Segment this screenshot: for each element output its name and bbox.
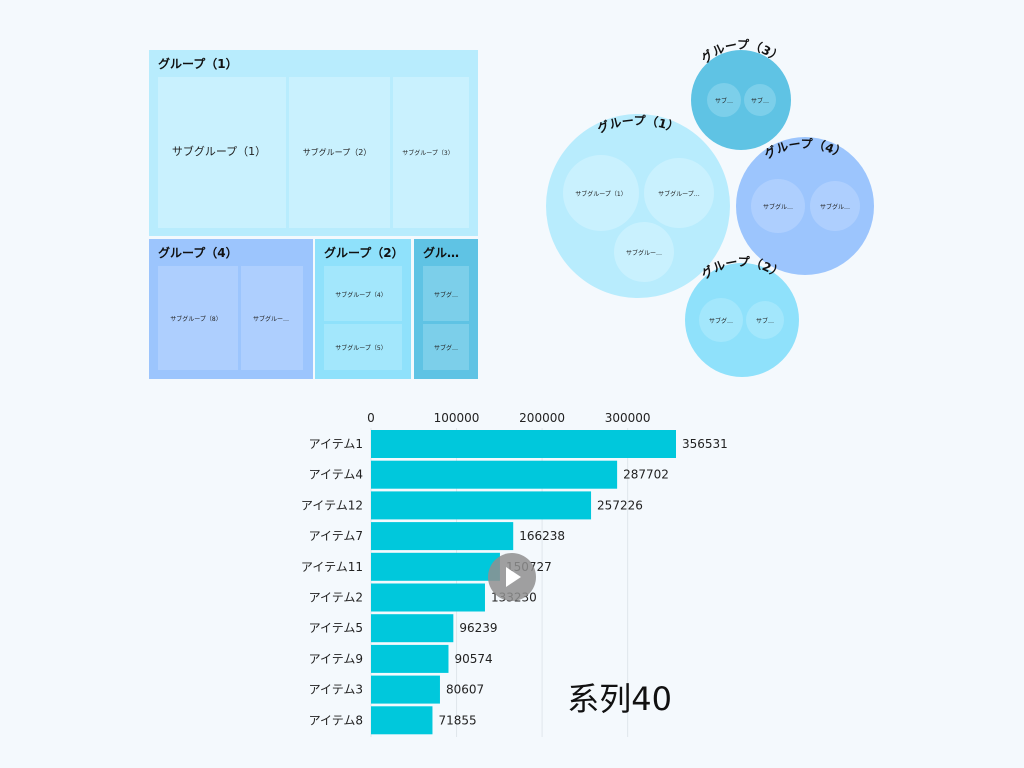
x-tick-label: 0: [367, 411, 375, 425]
treemap-group-3-label: グル…: [423, 245, 459, 260]
bar-value-label: 96239: [459, 621, 497, 635]
treemap-sub-2-label: サブグループ（2）: [303, 147, 372, 157]
bar-chart-bars: アイテム1 356531 アイテム4 287702 アイテム12 257226 アイテム7 1…: [301, 430, 728, 735]
treemap-sub-8-label: サブグループ（8）: [170, 315, 221, 323]
bubble-sub-9[interactable]: [746, 301, 784, 339]
bar[interactable]: [371, 614, 454, 643]
bar-category-label: アイテム4: [309, 468, 363, 482]
treemap-group-1-label: グループ（1）: [158, 56, 238, 71]
series-title: 系列40: [567, 680, 672, 718]
bar-category-label: アイテム2: [309, 591, 363, 605]
bubble-sub-8-label: サブグ…: [709, 317, 733, 325]
bar-category-label: アイテム9: [309, 652, 363, 666]
treemap-sub-3[interactable]: [393, 77, 469, 228]
bar[interactable]: [371, 491, 592, 520]
treemap-sub-6-label: サブグ…: [434, 291, 458, 299]
treemap-sub-7[interactable]: [423, 324, 469, 370]
bar-category-label: アイテム11: [301, 560, 363, 574]
bubble-sub-7[interactable]: [810, 181, 860, 231]
treemap-sub-4[interactable]: [324, 266, 402, 321]
bubble-sub-6-label: サブグル…: [763, 203, 793, 211]
bar-chart-x-axis: 0 100000 200000 300000: [367, 411, 650, 425]
treemap-sub-5[interactable]: [324, 324, 402, 370]
treemap-sub-5-label: サブグループ（5）: [335, 344, 386, 352]
bar-category-label: アイテム1: [309, 437, 363, 451]
treemap: グループ（1） サブグループ（1） サブグループ（2） サブグループ（3） グル…: [149, 50, 478, 379]
bubble-sub-5-label: サブ…: [751, 97, 769, 105]
bar[interactable]: [371, 706, 433, 735]
bubble-sub-7-label: サブグル…: [820, 203, 850, 211]
bar-value-label: 90574: [454, 652, 492, 666]
treemap-group-4-label: グループ（4）: [158, 245, 238, 260]
play-icon: [506, 567, 521, 587]
bubble-sub-5[interactable]: [744, 84, 776, 116]
bar[interactable]: [371, 583, 485, 612]
treemap-sub-2[interactable]: [289, 77, 390, 228]
bar-category-label: アイテム3: [309, 683, 363, 697]
bubble-sub-4[interactable]: [707, 83, 741, 117]
treemap-sub-6[interactable]: [423, 266, 469, 321]
bar[interactable]: [371, 675, 440, 704]
bubble-sub-4-label: サブ…: [715, 97, 733, 105]
bubble-sub-3[interactable]: [614, 222, 674, 282]
bubble-sub-9-label: サブ…: [756, 317, 774, 325]
bubble-sub-2[interactable]: [644, 158, 714, 228]
treemap-sub-9[interactable]: [241, 266, 303, 370]
treemap-sub-1[interactable]: [158, 77, 286, 228]
treemap-group-2-label: グループ（2）: [324, 245, 404, 260]
bar-chart: 0 100000 200000 300000 アイテム1 356531 アイテム4 2877…: [301, 411, 728, 737]
treemap-sub-1-label: サブグループ（1）: [172, 144, 266, 158]
x-tick-label: 100000: [434, 411, 480, 425]
bar-value-label: 356531: [682, 437, 728, 451]
bar-value-label: 166238: [519, 529, 565, 543]
bar-value-label: 71855: [438, 713, 476, 727]
bar-category-label: アイテム5: [309, 621, 363, 635]
bubble-sub-6[interactable]: [751, 179, 805, 233]
bubble-sub-3-label: サブグルー…: [626, 249, 662, 257]
treemap-sub-7-label: サブグ…: [434, 344, 458, 352]
bar-category-label: アイテム8: [309, 713, 363, 727]
treemap-sub-4-label: サブグループ（4）: [335, 291, 386, 299]
treemap-sub-8[interactable]: [158, 266, 238, 370]
bubble-sub-1[interactable]: [563, 155, 639, 231]
bar-value-label: 257226: [597, 498, 643, 512]
bubble-sub-1-label: サブグループ（1）: [575, 190, 626, 198]
bar[interactable]: [371, 430, 676, 458]
bar-value-label: 80607: [446, 683, 484, 697]
play-button[interactable]: [488, 553, 536, 601]
x-tick-label: 300000: [605, 411, 651, 425]
bar[interactable]: [371, 522, 514, 551]
bar-value-label: 287702: [623, 468, 669, 482]
bubble-sub-8[interactable]: [699, 298, 743, 342]
bubble-chart: グループ（1） サブグループ（1） サブグループ… サブグルー… グループ（3）…: [546, 37, 874, 377]
bar[interactable]: [371, 460, 618, 489]
bar[interactable]: [371, 552, 500, 581]
bar-category-label: アイテム7: [309, 529, 363, 543]
x-tick-label: 200000: [519, 411, 565, 425]
bubble-sub-2-label: サブグループ…: [658, 190, 700, 198]
bar-category-label: アイテム12: [301, 498, 363, 512]
treemap-sub-3-label: サブグループ（3）: [402, 149, 453, 157]
treemap-sub-9-label: サブグルー…: [253, 315, 289, 323]
bar[interactable]: [371, 644, 449, 673]
